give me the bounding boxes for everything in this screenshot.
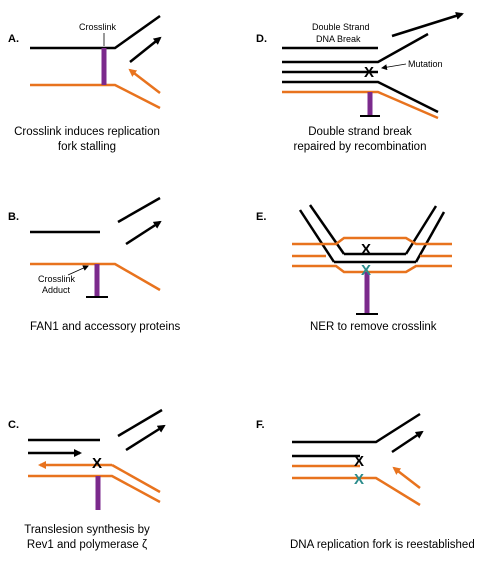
- leading-strand: [129, 36, 162, 63]
- panel-c: C. X Translesion synthesis by Rev1 and p…: [8, 408, 166, 551]
- new-strand-arrow: [391, 11, 464, 38]
- panel-a: A. Crosslink Crosslink induces replicati…: [8, 14, 162, 153]
- dsb-label-line2: DNA Break: [316, 34, 361, 44]
- caption-line: Rev1 and polymerase ζ: [27, 539, 147, 551]
- lesion-mark: X: [361, 262, 371, 279]
- caption-line: repaired by recombination: [294, 141, 427, 153]
- panel-letter: E.: [256, 211, 266, 223]
- panel-letter: B.: [8, 211, 19, 223]
- parental-strand-bottom: [30, 83, 161, 110]
- dsb-label-line1: Double Strand: [312, 22, 370, 32]
- panel-f: F. X X DNA replication fork is reestabli…: [256, 412, 475, 551]
- orange-strand: [292, 264, 452, 274]
- lesion-mark: X: [361, 241, 371, 258]
- parental-strand-top: [30, 14, 161, 50]
- crosslink-label: Crosslink: [79, 22, 117, 32]
- caption-line: FAN1 and accessory proteins: [30, 321, 180, 333]
- lesion-mark: X: [354, 471, 364, 488]
- new-strand-arrow: [125, 220, 162, 246]
- parental-strand-bottom: [30, 262, 161, 292]
- fork-arm: [414, 211, 446, 263]
- caption-line: DNA replication fork is reestablished: [290, 539, 475, 551]
- adduct-label-line2: Adduct: [42, 285, 71, 295]
- mutation-mark: X: [364, 64, 374, 81]
- label-pointer: [67, 265, 89, 276]
- sister-strand: [117, 408, 163, 438]
- mutation-label: Mutation: [408, 59, 443, 69]
- caption-line: fork stalling: [58, 141, 116, 153]
- fork-arm: [308, 204, 346, 255]
- caption-line: Double strand break: [308, 126, 412, 138]
- fork-arm: [298, 209, 336, 263]
- lagging-strand: [128, 68, 161, 94]
- panel-letter: D.: [256, 33, 267, 45]
- sister-strand-3: [282, 80, 439, 114]
- panel-d: D. Double Strand DNA Break X Mutation Do…: [256, 11, 464, 153]
- caption-line: Translesion synthesis by: [24, 524, 150, 536]
- panel-letter: F.: [256, 419, 265, 431]
- fork-arm: [404, 205, 438, 255]
- panel-e: E. X X NER to remove crosslink: [256, 204, 452, 333]
- parental-strand-bottom: [292, 476, 421, 507]
- orange-strand: [282, 90, 439, 120]
- caption-line: NER to remove crosslink: [310, 321, 437, 333]
- leading-strand: [391, 430, 424, 454]
- mutation-pointer: [381, 63, 407, 71]
- new-strand-arrow: [125, 424, 166, 452]
- adduct-label-line1: Crosslink: [38, 274, 76, 284]
- parental-strand-bottom: [28, 474, 161, 504]
- sister-strand: [117, 196, 161, 224]
- orange-strand: [292, 236, 452, 246]
- panel-b: B. Crosslink Adduct FAN1 and accessory p…: [8, 196, 180, 333]
- panel-letter: C.: [8, 419, 19, 431]
- parental-strand-top: [292, 412, 421, 444]
- caption-line: Crosslink induces replication: [14, 126, 160, 138]
- panel-letter: A.: [8, 33, 19, 45]
- lesion-mark: X: [92, 455, 102, 472]
- lagging-strand: [392, 466, 421, 489]
- lesion-mark: X: [354, 453, 364, 470]
- sister-strand-top: [282, 32, 429, 64]
- tls-strand-tail: [111, 463, 161, 494]
